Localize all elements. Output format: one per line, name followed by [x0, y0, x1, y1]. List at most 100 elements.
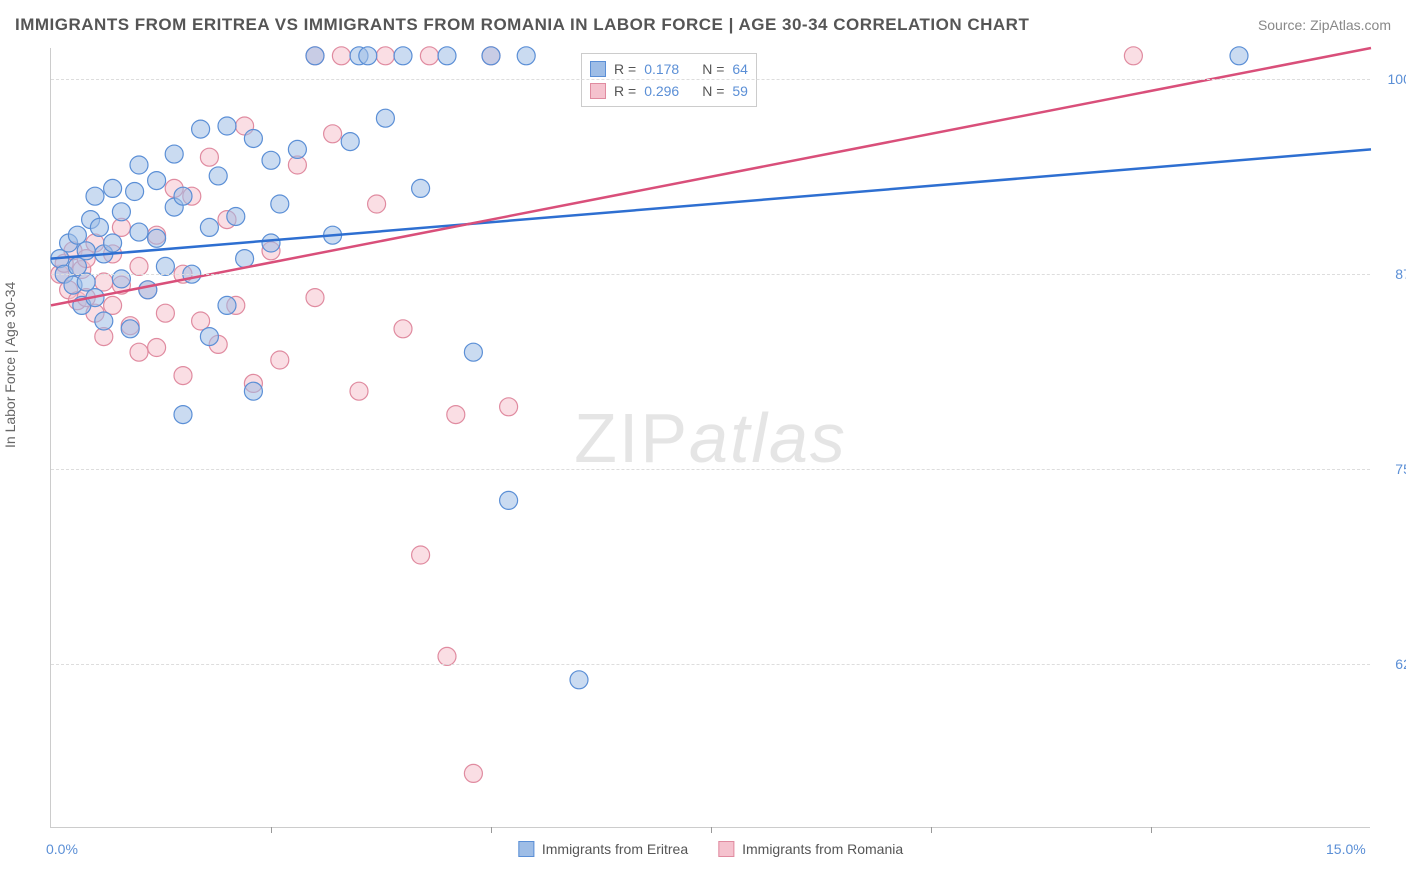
grid-line-h: [51, 79, 1370, 80]
legend-r-value-pink: 0.296: [644, 83, 694, 99]
data-point: [156, 257, 174, 275]
y-tick-label: 75.0%: [1375, 461, 1406, 477]
legend-item-blue: Immigrants from Eritrea: [518, 841, 688, 857]
legend-swatch-blue: [590, 61, 606, 77]
data-point: [192, 312, 210, 330]
data-point: [121, 320, 139, 338]
data-point: [306, 289, 324, 307]
data-point: [218, 117, 236, 135]
data-point: [95, 273, 113, 291]
data-point: [500, 398, 518, 416]
data-point: [271, 351, 289, 369]
data-point: [1124, 47, 1142, 65]
plot-svg: [51, 48, 1370, 827]
grid-line-h: [51, 664, 1370, 665]
data-point: [376, 47, 394, 65]
legend-label-pink: Immigrants from Romania: [742, 841, 903, 857]
data-point: [332, 47, 350, 65]
data-point: [570, 671, 588, 689]
data-point: [288, 140, 306, 158]
legend-n-value-blue: 64: [732, 61, 748, 77]
x-tick-mark: [271, 827, 272, 833]
x-tick-label: 15.0%: [1326, 841, 1366, 857]
legend-row-blue: R = 0.178 N = 64: [590, 58, 748, 80]
legend-label-blue: Immigrants from Eritrea: [542, 841, 688, 857]
data-point: [165, 145, 183, 163]
data-point: [517, 47, 535, 65]
legend-r-label-blue: R =: [614, 61, 636, 77]
data-point: [174, 406, 192, 424]
data-point: [420, 47, 438, 65]
data-point: [218, 296, 236, 314]
legend-n-label-pink: N =: [702, 83, 724, 99]
data-point: [95, 312, 113, 330]
data-point: [464, 764, 482, 782]
source-attribution: Source: ZipAtlas.com: [1258, 17, 1391, 33]
data-point: [447, 406, 465, 424]
data-point: [376, 109, 394, 127]
legend-swatch-pink: [590, 83, 606, 99]
grid-line-h: [51, 469, 1370, 470]
data-point: [104, 296, 122, 314]
legend-r-value-blue: 0.178: [644, 61, 694, 77]
x-tick-mark: [711, 827, 712, 833]
x-tick-label: 0.0%: [46, 841, 78, 857]
data-point: [394, 47, 412, 65]
data-point: [130, 223, 148, 241]
data-point: [68, 257, 86, 275]
legend-row-pink: R = 0.296 N = 59: [590, 80, 748, 102]
chart-plot-area: ZIPatlas R = 0.178 N = 64 R = 0.296 N = …: [50, 48, 1370, 828]
x-tick-mark: [931, 827, 932, 833]
data-point: [244, 382, 262, 400]
data-point: [1230, 47, 1248, 65]
y-tick-label: 62.5%: [1375, 656, 1406, 672]
data-point: [148, 172, 166, 190]
data-point: [90, 218, 108, 236]
data-point: [359, 47, 377, 65]
data-point: [126, 183, 144, 201]
chart-title: IMMIGRANTS FROM ERITREA VS IMMIGRANTS FR…: [15, 15, 1029, 35]
data-point: [68, 226, 86, 244]
data-point: [139, 281, 157, 299]
data-point: [148, 339, 166, 357]
data-point: [174, 367, 192, 385]
data-point: [130, 257, 148, 275]
trend-line: [51, 149, 1371, 258]
data-point: [438, 647, 456, 665]
data-point: [412, 546, 430, 564]
data-point: [130, 343, 148, 361]
data-point: [148, 229, 166, 247]
legend-swatch-blue-bottom: [518, 841, 534, 857]
legend-series-bottom: Immigrants from Eritrea Immigrants from …: [518, 841, 903, 857]
data-point: [200, 148, 218, 166]
data-point: [368, 195, 386, 213]
data-point: [112, 203, 130, 221]
x-tick-mark: [1151, 827, 1152, 833]
data-point: [464, 343, 482, 361]
data-point: [200, 328, 218, 346]
data-point: [156, 304, 174, 322]
legend-n-label-blue: N =: [702, 61, 724, 77]
data-point: [271, 195, 289, 213]
data-point: [192, 120, 210, 138]
data-point: [262, 234, 280, 252]
data-point: [227, 207, 245, 225]
data-point: [244, 129, 262, 147]
y-tick-label: 100.0%: [1375, 71, 1406, 87]
data-point: [438, 47, 456, 65]
data-point: [130, 156, 148, 174]
data-point: [77, 273, 95, 291]
data-point: [306, 47, 324, 65]
grid-line-h: [51, 274, 1370, 275]
data-point: [394, 320, 412, 338]
data-point: [200, 218, 218, 236]
data-point: [482, 47, 500, 65]
y-tick-label: 87.5%: [1375, 266, 1406, 282]
data-point: [412, 179, 430, 197]
y-axis-label: In Labor Force | Age 30-34: [2, 282, 18, 448]
x-tick-mark: [491, 827, 492, 833]
legend-n-value-pink: 59: [732, 83, 748, 99]
legend-swatch-pink-bottom: [718, 841, 734, 857]
legend-r-label-pink: R =: [614, 83, 636, 99]
legend-item-pink: Immigrants from Romania: [718, 841, 903, 857]
